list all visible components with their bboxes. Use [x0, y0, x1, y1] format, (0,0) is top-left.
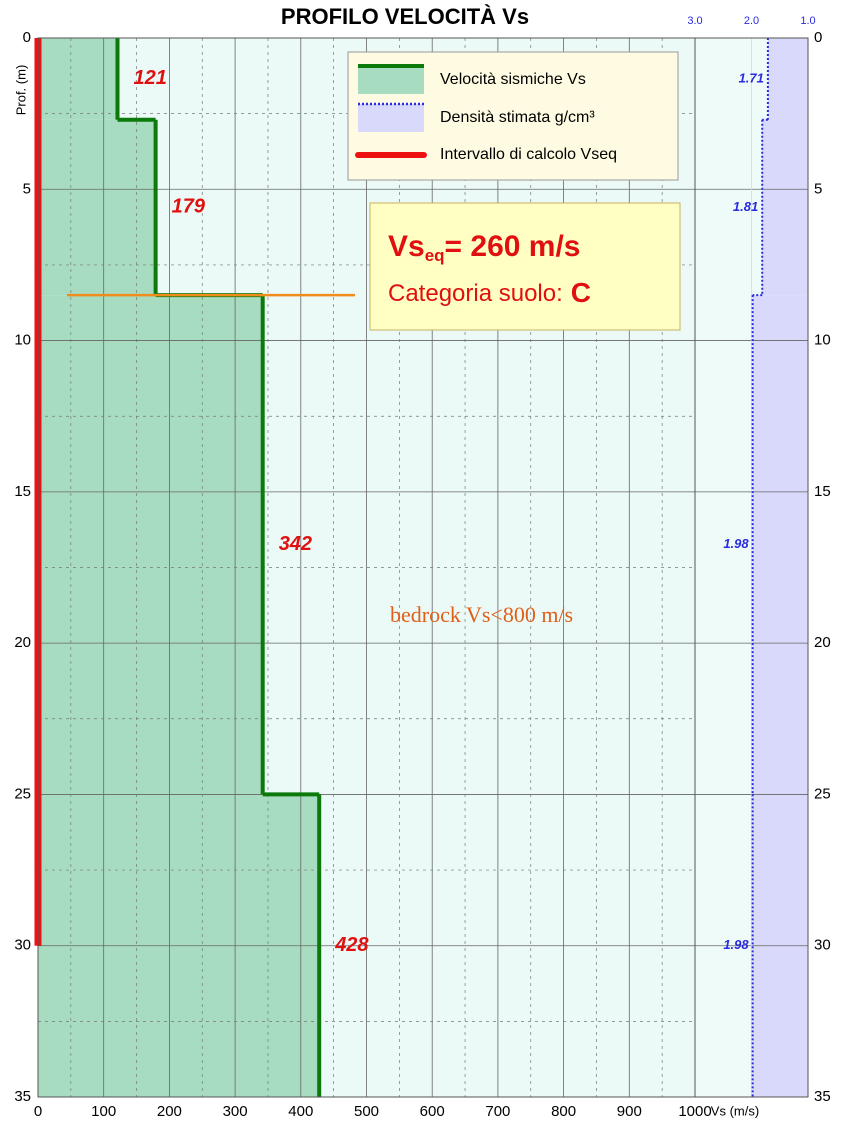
y-tick-label: 20 [14, 634, 31, 651]
layer-fill [752, 295, 808, 795]
velocity-label: 179 [172, 196, 206, 218]
x-tick-label: 100 [91, 1103, 116, 1120]
legend-label: Intervallo di calcolo Vseq [440, 146, 617, 163]
x-tick-label: 400 [288, 1103, 313, 1120]
y-tick-label-right: 35 [814, 1088, 831, 1105]
layer-fill [767, 38, 808, 120]
y-tick-label-right: 15 [814, 483, 831, 500]
x-axis-label: Vs (m/s) [711, 1103, 759, 1118]
y-tick-label-right: 20 [814, 634, 831, 651]
y-tick-label: 15 [14, 483, 31, 500]
category-text: Categoria suolo: C [388, 277, 591, 308]
y-tick-label: 5 [23, 180, 31, 197]
plot-frame [37, 37, 809, 1098]
x-tick-label: 800 [551, 1103, 576, 1120]
y-tick-label-right: 25 [814, 785, 831, 802]
result-subscript: eq [425, 246, 445, 265]
legend-label: Densità stimata g/cm³ [440, 109, 595, 126]
category-label: Categoria suolo: [388, 280, 563, 307]
x-tick-label: 0 [34, 1103, 42, 1120]
density-label: 1.71 [739, 70, 764, 85]
result-box: Vseq= 260 m/s Categoria suolo: C [369, 202, 681, 331]
y-tick-label: 0 [23, 29, 31, 46]
chart-title: PROFILO VELOCITÀ Vs [281, 4, 529, 29]
x-tick-label: 600 [420, 1103, 445, 1120]
x-tick-label: 300 [223, 1103, 248, 1120]
x-tick-label: 500 [354, 1103, 379, 1120]
y-tick-label-right: 5 [814, 180, 822, 197]
legend-label: Velocità sismiche Vs [440, 71, 586, 88]
y-tick-label: 10 [14, 332, 31, 349]
y-tick-label: 35 [14, 1088, 31, 1105]
velocity-label: 342 [279, 533, 312, 555]
legend-swatch [358, 104, 424, 132]
density-label: 1.98 [723, 937, 749, 952]
y-tick-label-right: 10 [814, 332, 831, 349]
layer-fill [38, 38, 118, 120]
x-tick-label: 900 [617, 1103, 642, 1120]
y-tick-label-right: 0 [814, 29, 822, 46]
x-tick-label: 1000 [678, 1103, 711, 1120]
density-label: 1.81 [733, 199, 758, 214]
layer-fill [38, 295, 263, 795]
layer-fill [38, 119, 156, 296]
result-text: Vseq= 260 m/s [388, 230, 580, 266]
x2-tick-label: 1.0 [800, 15, 815, 27]
legend-swatch [358, 66, 424, 94]
velocity-label: 121 [133, 67, 166, 89]
x-tick-label: 200 [157, 1103, 182, 1120]
y-tick-label-right: 30 [814, 937, 831, 954]
x2-tick-label: 2.0 [744, 15, 759, 27]
density-label: 1.98 [723, 536, 749, 551]
y-tick-label: 30 [14, 937, 31, 954]
legend: Velocità sismiche Vs Densità stimata g/c… [347, 51, 679, 181]
result-symbol: Vs [388, 230, 425, 263]
y-tick-label: 25 [14, 785, 31, 802]
result-value: = 260 m/s [445, 230, 581, 263]
category-value: C [571, 277, 591, 308]
y-axis-label: Prof. (m) [13, 65, 28, 116]
result-background [369, 202, 681, 331]
layer-fill [762, 119, 808, 296]
x-tick-label: 700 [485, 1103, 510, 1120]
annotation: bedrock Vs<800 m/s [390, 602, 573, 627]
velocity-label: 428 [334, 934, 369, 956]
x2-tick-label: 3.0 [687, 15, 702, 27]
